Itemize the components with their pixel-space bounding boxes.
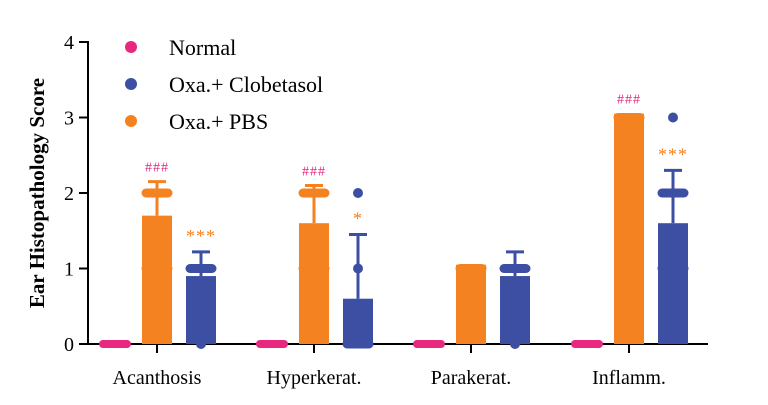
bar: [186, 276, 216, 344]
y-tick-label: 4: [64, 32, 74, 54]
bar: [500, 276, 530, 344]
data-point: [353, 188, 363, 198]
significance-label: ***: [186, 226, 216, 246]
significance-label: ###: [302, 164, 326, 179]
x-tick-label: Parakerat.: [431, 367, 512, 389]
x-tick-label: Hyperkerat.: [267, 367, 362, 389]
significance-label: ###: [145, 161, 169, 176]
bar: [614, 113, 644, 344]
y-tick-label: 1: [64, 259, 74, 281]
legend-marker: [125, 41, 137, 53]
bar: [658, 223, 688, 344]
bar: [456, 264, 486, 344]
data-point: [510, 339, 520, 349]
x-tick-label: Acanthosis: [113, 367, 202, 389]
bar: [343, 298, 373, 344]
legend-label: Normal: [169, 35, 236, 60]
data-point: [353, 263, 363, 274]
significance-label: *: [353, 209, 363, 229]
significance-label: ###: [617, 93, 641, 108]
legend-marker: [125, 78, 137, 90]
y-tick-label: 0: [64, 334, 74, 356]
y-axis-label: Ear Histopathology Score: [25, 78, 49, 308]
data-point: [668, 112, 678, 123]
legend-marker: [125, 115, 137, 127]
bar: [299, 223, 329, 344]
significance-label: ***: [658, 144, 688, 164]
legend-label: Oxa.+ PBS: [169, 109, 268, 134]
y-tick-label: 3: [64, 108, 74, 130]
x-tick-label: Inflamm.: [592, 367, 666, 389]
data-point: [196, 339, 206, 349]
bar: [142, 215, 172, 344]
legend-label: Oxa.+ Clobetasol: [169, 72, 323, 97]
y-tick-label: 2: [64, 183, 74, 205]
plot-area: 0 1 2 3 4 Ear Histopathology Score Acanthosis H…: [25, 32, 708, 389]
